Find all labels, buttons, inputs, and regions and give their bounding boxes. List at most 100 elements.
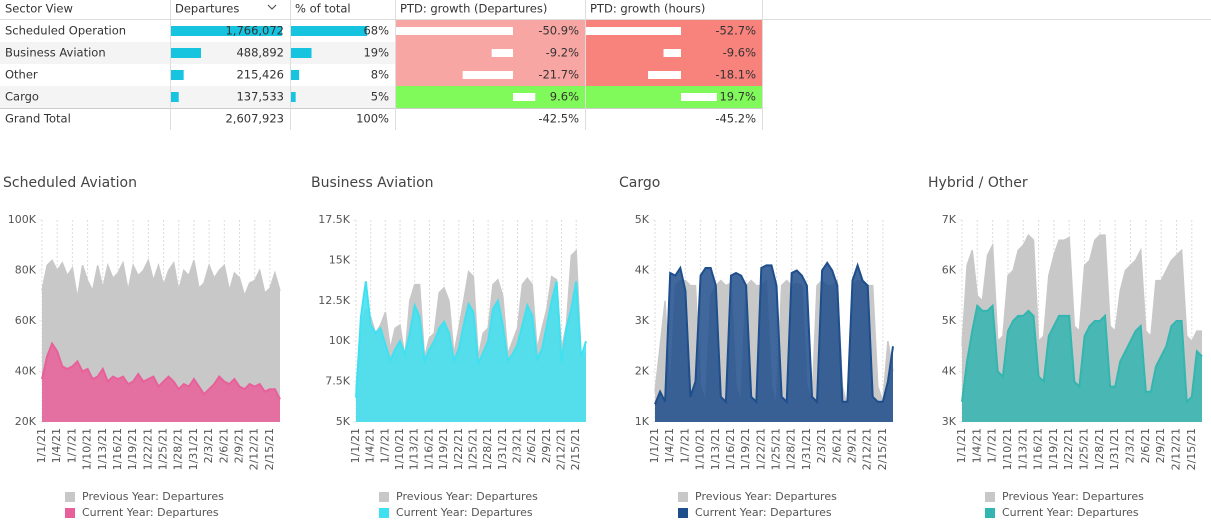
x-tick-label: 2/6/21 — [525, 428, 538, 463]
y-tick-label: 10K — [329, 334, 351, 347]
cell-value: -45.2% — [715, 112, 756, 126]
x-tick-label: 1/28/21 — [172, 428, 185, 470]
row-label: Scheduled Operation — [5, 24, 126, 38]
legend-swatch — [678, 508, 688, 518]
cell-value: 5% — [371, 90, 389, 104]
x-tick-label: 1/22/21 — [754, 428, 767, 470]
series-area — [42, 343, 280, 422]
x-tick-label: 2/15/21 — [569, 428, 582, 470]
legend-swatch — [379, 508, 389, 518]
y-tick-label: 5K — [942, 314, 957, 327]
legend-swatch — [379, 492, 389, 502]
cell-value: -21.7% — [538, 68, 579, 82]
column-header: Sector View — [5, 2, 73, 16]
x-tick-label: 2/9/21 — [845, 428, 858, 463]
y-tick-label: 60K — [15, 314, 37, 327]
share-bar — [290, 48, 312, 58]
x-tick-label: 1/28/21 — [785, 428, 798, 470]
y-tick-label: 3K — [942, 415, 957, 428]
column-header: Departures — [175, 2, 239, 16]
x-tick-label: 2/15/21 — [263, 428, 276, 470]
legend-swatch — [65, 508, 75, 518]
row-label: Business Aviation — [5, 46, 106, 60]
legend-label: Current Year: Departures — [396, 506, 533, 519]
legend-label: Current Year: Departures — [82, 506, 219, 519]
y-tick-label: 2K — [635, 365, 650, 378]
legend-swatch — [65, 492, 75, 502]
growth-cell — [585, 86, 762, 108]
chart-title: Business Aviation — [311, 175, 434, 191]
x-tick-label: 1/10/21 — [694, 428, 707, 470]
x-tick-label: 1/13/21 — [96, 428, 109, 470]
y-tick-label: 5K — [635, 213, 650, 226]
series-line — [961, 303, 1203, 405]
share-bar — [290, 92, 296, 102]
cell-value: 215,426 — [236, 68, 284, 82]
x-tick-label: 2/9/21 — [232, 428, 245, 463]
x-tick-label: 1/31/21 — [496, 428, 509, 470]
row-label: Other — [5, 68, 38, 82]
x-tick-label: 2/12/21 — [861, 428, 874, 470]
x-tick-label: 2/12/21 — [1169, 428, 1182, 470]
x-tick-label: 1/4/21 — [50, 428, 63, 463]
series-area — [655, 262, 893, 422]
x-tick-label: 1/1/21 — [648, 428, 661, 463]
x-tick-label: 2/3/21 — [202, 428, 215, 463]
x-tick-label: 2/12/21 — [555, 428, 568, 470]
column-header: PTD: growth (hours) — [590, 2, 705, 16]
series-line — [355, 281, 587, 398]
growth-bar — [462, 71, 513, 79]
cell-value: -52.7% — [715, 24, 756, 38]
x-tick-label: 1/16/21 — [422, 428, 435, 470]
x-tick-label: 1/16/21 — [724, 428, 737, 470]
x-tick-label: 2/3/21 — [510, 428, 523, 463]
x-tick-label: 2/6/21 — [1139, 428, 1152, 463]
x-tick-label: 1/4/21 — [970, 428, 983, 463]
y-tick-label: 3K — [635, 314, 650, 327]
cell-value: -50.9% — [538, 24, 579, 38]
legend-label: Previous Year: Departures — [695, 490, 837, 503]
y-tick-label: 100K — [8, 213, 37, 226]
growth-cell — [395, 86, 585, 108]
x-tick-label: 2/3/21 — [815, 428, 828, 463]
x-tick-label: 1/7/21 — [986, 428, 999, 463]
x-tick-label: 1/22/21 — [452, 428, 465, 470]
x-tick-label: 1/13/21 — [1016, 428, 1029, 470]
legend-label: Previous Year: Departures — [396, 490, 538, 503]
x-tick-label: 1/4/21 — [663, 428, 676, 463]
column-header: % of total — [295, 2, 351, 16]
y-tick-label: 12.5K — [318, 294, 350, 307]
dropdown-arrow[interactable] — [267, 4, 277, 10]
y-tick-label: 17.5K — [318, 213, 350, 226]
cell-value: 19.7% — [719, 90, 756, 104]
x-tick-label: 1/7/21 — [65, 428, 78, 463]
cell-value: 8% — [371, 68, 389, 82]
x-tick-label: 2/9/21 — [1154, 428, 1167, 463]
cell-value: -9.6% — [723, 46, 756, 60]
growth-bar — [648, 71, 681, 79]
departures-bar — [170, 26, 282, 36]
y-tick-label: 20K — [15, 415, 37, 428]
cell-value: 488,892 — [236, 46, 284, 60]
x-tick-label: 1/25/21 — [1078, 428, 1091, 470]
growth-bar — [663, 49, 681, 57]
growth-bar — [585, 27, 681, 35]
growth-bar — [681, 93, 717, 101]
row-label: Cargo — [5, 90, 39, 104]
x-tick-label: 1/4/21 — [364, 428, 377, 463]
y-tick-label: 7K — [942, 213, 957, 226]
share-bar — [290, 26, 367, 36]
y-tick-label: 4K — [942, 365, 957, 378]
cell-value: 137,533 — [236, 90, 284, 104]
row-label: Grand Total — [5, 112, 71, 126]
cell-value: 1,766,072 — [225, 24, 284, 38]
y-tick-label: 15K — [329, 253, 351, 266]
x-tick-label: 1/1/21 — [349, 428, 362, 463]
y-tick-label: 1K — [635, 415, 650, 428]
row-shade — [0, 86, 395, 108]
series-line — [41, 341, 281, 400]
x-tick-label: 2/6/21 — [830, 428, 843, 463]
legend-label: Current Year: Departures — [695, 506, 832, 519]
cell-value: 19% — [363, 46, 389, 60]
